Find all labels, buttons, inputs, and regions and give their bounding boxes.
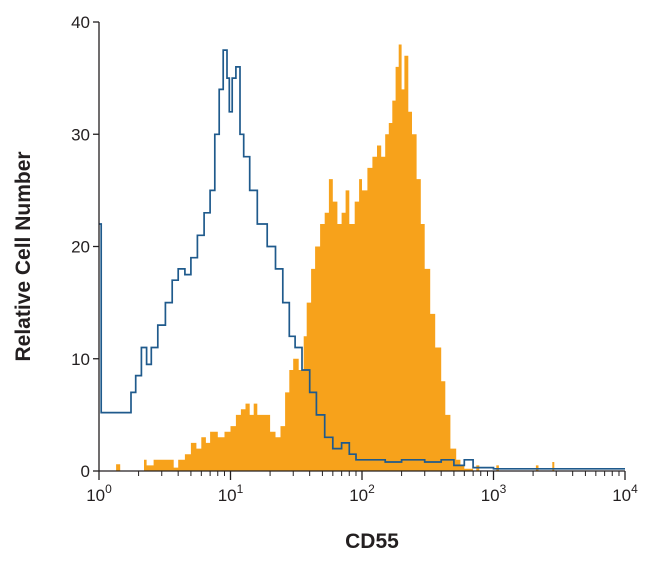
y-axis-title: Relative Cell Number bbox=[12, 151, 35, 361]
filled-histogram bbox=[99, 44, 625, 471]
x-tick-label: 101 bbox=[218, 482, 244, 505]
x-tick-label: 104 bbox=[612, 482, 638, 505]
plot-area bbox=[99, 44, 625, 471]
y-tick-label: 20 bbox=[71, 238, 90, 257]
x-axis-ticks: 100 101 102 103 104 bbox=[86, 471, 638, 505]
y-tick-label: 40 bbox=[71, 13, 90, 32]
x-tick-label: 100 bbox=[86, 482, 112, 505]
x-tick-label: 103 bbox=[481, 482, 507, 505]
y-tick-label: 0 bbox=[81, 462, 90, 481]
outline-histogram bbox=[99, 49, 625, 470]
x-tick-label: 102 bbox=[349, 482, 375, 505]
y-tick-label: 30 bbox=[71, 125, 90, 144]
y-tick-label: 10 bbox=[71, 350, 90, 369]
x-axis-title: CD55 bbox=[345, 530, 399, 553]
y-axis-ticks: 0 10 20 30 40 bbox=[71, 13, 99, 481]
